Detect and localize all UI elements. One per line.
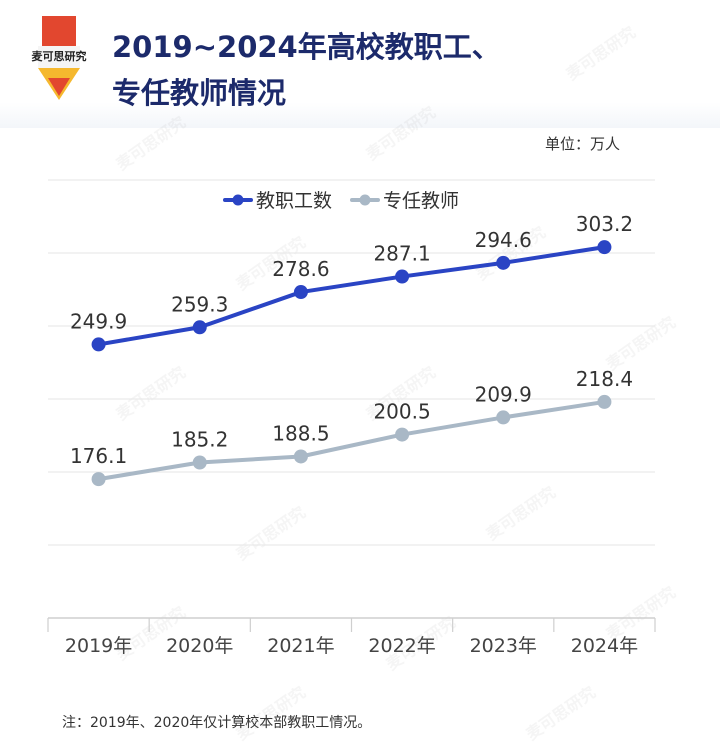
data-label: 278.6 bbox=[272, 257, 329, 281]
data-label: 303.2 bbox=[576, 212, 633, 236]
data-label: 249.9 bbox=[70, 309, 127, 333]
logo-icon bbox=[38, 16, 80, 100]
x-axis: 2019年 2020年 2021年 2022年 2023年 2024年 bbox=[47, 617, 656, 657]
data-label: 287.1 bbox=[373, 242, 430, 266]
data-point bbox=[293, 285, 308, 300]
title-line-1: 2019~2024年高校教职工、 bbox=[112, 30, 501, 64]
x-tick-label: 2024年 bbox=[571, 635, 638, 657]
chart-legend: 教职工数 专任教师 bbox=[223, 190, 459, 212]
data-point bbox=[91, 337, 106, 352]
data-point bbox=[496, 410, 511, 425]
series-line bbox=[98, 399, 605, 482]
series-line bbox=[98, 245, 605, 347]
data-point bbox=[395, 269, 410, 284]
data-label: 218.4 bbox=[576, 367, 633, 391]
gridlines bbox=[48, 179, 655, 546]
header-band: 麦可思研究 2019~2024年高校教职工、 专任教师情况 bbox=[0, 0, 720, 128]
x-tick-label: 2021年 bbox=[267, 635, 334, 657]
data-point bbox=[597, 394, 612, 409]
data-label: 259.3 bbox=[171, 292, 228, 316]
series-layer bbox=[91, 240, 612, 487]
data-point bbox=[91, 472, 106, 487]
logo-text: 麦可思研究 bbox=[31, 50, 87, 63]
x-tick-label: 2019年 bbox=[65, 635, 132, 657]
data-labels: 249.9 259.3 278.6 287.1 294.6 303.2 176.1 185.2… bbox=[70, 212, 633, 468]
line-chart: 教职工数 专任教师 249.9 259.3 278.6 287.1 294.6 303.2 1… bbox=[47, 179, 656, 657]
data-label: 294.6 bbox=[475, 228, 532, 252]
legend-swatch-marker bbox=[359, 194, 371, 206]
data-point bbox=[192, 320, 207, 335]
x-tick-label: 2023年 bbox=[470, 635, 537, 657]
unit-label: 单位：万人 bbox=[544, 135, 620, 153]
data-point bbox=[496, 255, 511, 270]
title-line-2: 专任教师情况 bbox=[112, 76, 287, 110]
data-point bbox=[597, 240, 612, 255]
legend-swatch-marker bbox=[232, 194, 244, 206]
data-point bbox=[395, 427, 410, 442]
data-label: 185.2 bbox=[171, 428, 228, 452]
x-tick-label: 2020年 bbox=[166, 635, 233, 657]
data-label: 188.5 bbox=[272, 421, 329, 445]
data-label: 200.5 bbox=[373, 400, 430, 424]
footnote: 注：2019年、2020年仅计算校本部教职工情况。 bbox=[62, 715, 372, 731]
data-label: 209.9 bbox=[475, 382, 532, 406]
data-point bbox=[192, 455, 207, 470]
page-title: 2019~2024年高校教职工、 专任教师情况 bbox=[112, 24, 672, 116]
data-point bbox=[293, 449, 308, 464]
legend-label: 专任教师 bbox=[383, 190, 459, 212]
x-tick-label: 2022年 bbox=[368, 635, 435, 657]
data-label: 176.1 bbox=[70, 444, 127, 468]
legend-label: 教职工数 bbox=[256, 190, 332, 212]
